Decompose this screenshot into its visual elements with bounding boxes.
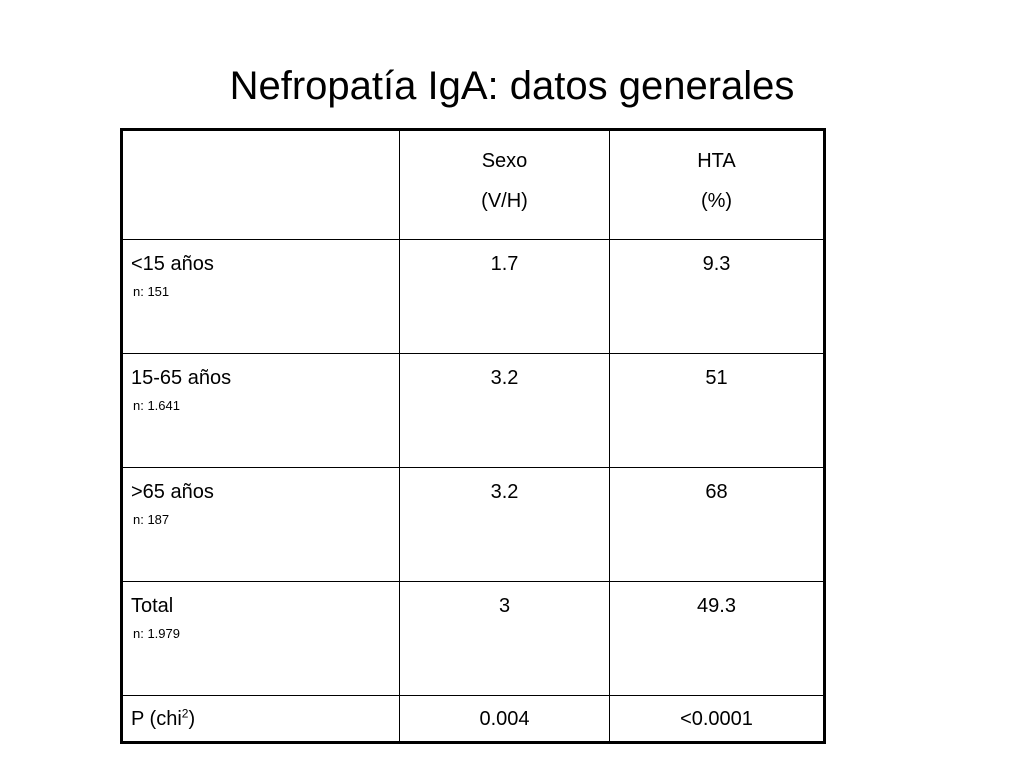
header-hta-line1: HTA — [697, 150, 736, 172]
row-n: n: 1.979 — [133, 626, 180, 641]
row-label-cell: 15-65 años n: 1.641 — [121, 353, 400, 468]
data-table: Sexo (V/H) HTA (%) <15 años n: 151 1.7 9… — [120, 128, 826, 744]
hta-value: 68 — [705, 481, 728, 503]
hta-value: 49.3 — [697, 595, 736, 617]
table-row: >65 años n: 187 3.2 68 — [121, 467, 825, 582]
hta-cell: 49.3 — [609, 581, 825, 696]
sexo-cell: 3.2 — [399, 353, 610, 468]
p-sexo-cell: 0.004 — [399, 695, 610, 743]
row-n: n: 1.641 — [133, 398, 180, 413]
sexo-value: 1.7 — [490, 253, 519, 275]
p-sexo-value: 0.004 — [479, 707, 530, 730]
p-hta-cell: <0.0001 — [609, 695, 825, 743]
row-label-cell: >65 años n: 187 — [121, 467, 400, 582]
row-label-cell: <15 años n: 151 — [121, 239, 400, 354]
row-n: n: 187 — [133, 512, 170, 527]
hta-cell: 68 — [609, 467, 825, 582]
row-n: n: 151 — [133, 284, 170, 299]
table-row: 15-65 años n: 1.641 3.2 51 — [121, 353, 825, 468]
row-label: 15-65 años — [131, 367, 232, 389]
p-value-row: P (chi2) 0.004 <0.0001 — [121, 695, 825, 743]
header-hta-line2: (%) — [700, 190, 733, 212]
p-label-sup: 2 — [181, 705, 189, 720]
hta-value: 51 — [705, 367, 728, 389]
p-label-prefix: P (chi — [131, 707, 182, 730]
sexo-cell: 3 — [399, 581, 610, 696]
p-label-suffix: ) — [188, 707, 196, 730]
table-header-row: Sexo (V/H) HTA (%) — [121, 129, 825, 240]
table-row: <15 años n: 151 1.7 9.3 — [121, 239, 825, 354]
slide-title: Nefropatía IgA: datos generales — [229, 64, 795, 108]
sexo-cell: 3.2 — [399, 467, 610, 582]
header-sexo-line2: (V/H) — [481, 190, 528, 212]
sexo-value: 3 — [498, 595, 511, 617]
p-label-cell: P (chi2) — [121, 695, 400, 743]
sexo-value: 3.2 — [490, 481, 519, 503]
p-hta-value: <0.0001 — [680, 707, 753, 730]
sexo-cell: 1.7 — [399, 239, 610, 354]
row-label: >65 años — [131, 481, 214, 503]
row-label: Total — [131, 595, 174, 617]
header-empty-cell — [121, 129, 400, 240]
header-sexo: Sexo (V/H) — [399, 129, 610, 240]
hta-cell: 51 — [609, 353, 825, 468]
header-hta: HTA (%) — [609, 129, 825, 240]
header-sexo-line1: Sexo — [481, 150, 528, 172]
p-label: P (chi2) — [123, 707, 399, 731]
sexo-value: 3.2 — [490, 367, 519, 389]
table-row: Total n: 1.979 3 49.3 — [121, 581, 825, 696]
row-label: <15 años — [131, 253, 214, 275]
hta-cell: 9.3 — [609, 239, 825, 354]
hta-value: 9.3 — [702, 253, 731, 275]
row-label-cell: Total n: 1.979 — [121, 581, 400, 696]
